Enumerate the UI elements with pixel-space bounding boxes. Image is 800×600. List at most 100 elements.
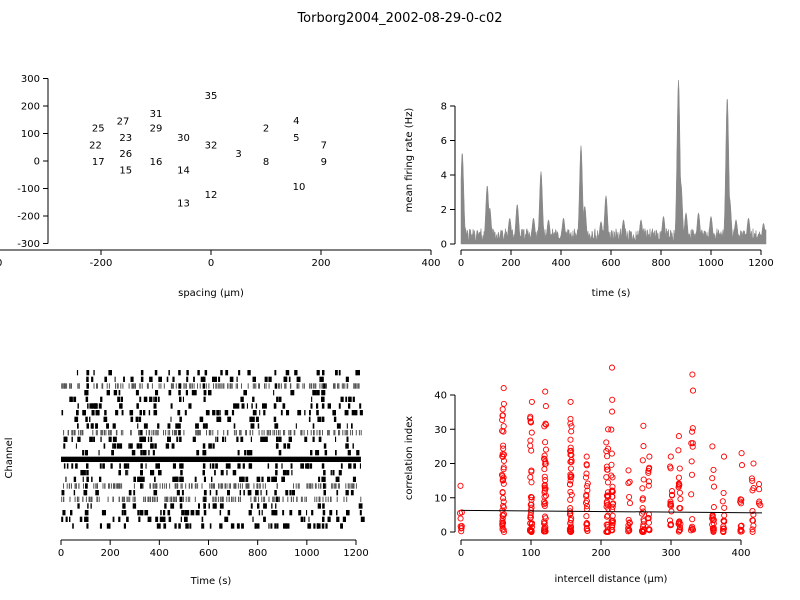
raster-spike — [263, 430, 265, 436]
raster-spike — [91, 476, 93, 482]
raster-spike — [281, 463, 283, 469]
correlation-point — [626, 493, 633, 501]
raster-spike — [274, 430, 276, 436]
raster-spike — [159, 483, 161, 489]
raster-spike — [348, 463, 352, 469]
raster-spike — [356, 383, 358, 389]
raster-spike — [117, 396, 121, 402]
raster-spike — [345, 483, 347, 489]
raster-spike — [237, 463, 241, 469]
raster-spike — [119, 463, 121, 469]
raster-burst-spike — [322, 370, 325, 376]
raster-spike — [79, 516, 83, 522]
raster-spike — [249, 416, 252, 422]
raster-spike — [274, 370, 277, 376]
raster-spike — [301, 496, 303, 502]
raster-spike — [337, 383, 338, 389]
raster-spike — [167, 510, 171, 516]
raster-spike — [118, 516, 121, 522]
raster-spike — [198, 430, 199, 436]
p2-x-tick-label: 800 — [651, 258, 670, 269]
raster-burst-spike — [85, 483, 88, 489]
raster-spike — [145, 430, 147, 436]
raster-spike — [282, 403, 285, 409]
raster-spike — [268, 523, 270, 529]
raster-spike — [301, 430, 303, 436]
raster-spike — [260, 436, 264, 442]
raster-spike — [235, 496, 237, 502]
raster-spike — [279, 496, 280, 502]
p4-x-tick-label: 100 — [521, 548, 540, 559]
raster-burst-spike — [86, 383, 89, 389]
raster-spike — [338, 470, 341, 476]
correlation-point — [528, 467, 535, 474]
raster-spike — [139, 396, 142, 402]
raster-spike — [119, 483, 121, 489]
raster-spike — [343, 496, 345, 502]
raster-spike — [199, 430, 201, 436]
raster-spike — [191, 383, 193, 389]
correlation-point — [676, 524, 684, 531]
raster-spike — [227, 416, 232, 422]
raster-spike — [278, 396, 282, 402]
correlation-point — [568, 451, 575, 459]
raster-spike — [248, 483, 250, 489]
correlation-point — [542, 439, 549, 446]
raster-spike — [136, 403, 139, 409]
correlation-point — [528, 504, 535, 511]
raster-spike — [307, 463, 310, 469]
raster-spike — [113, 483, 115, 489]
raster-spike — [347, 430, 349, 436]
correlation-point — [688, 440, 695, 447]
panel-electrode-layout: spacing (µm) -400 -200 0 200 400 -300 -200 -100… — [0, 74, 441, 299]
correlation-point — [500, 495, 507, 502]
raster-spike — [171, 383, 173, 389]
raster-spike — [157, 396, 160, 402]
raster-spike — [198, 503, 200, 509]
raster-spike — [344, 383, 346, 389]
raster-spike — [258, 496, 259, 502]
correlation-point — [677, 495, 684, 503]
raster-burst-spike — [322, 503, 325, 509]
raster-spike — [155, 463, 160, 469]
raster-spike — [298, 510, 302, 516]
raster-spike — [222, 436, 225, 442]
raster-spike — [212, 503, 216, 509]
raster-spike — [110, 483, 112, 489]
raster-spike — [345, 490, 349, 496]
raster-spike — [245, 483, 247, 489]
raster-spike — [214, 503, 217, 509]
raster-spike — [136, 443, 139, 449]
raster-spike — [230, 523, 235, 529]
raster-spike — [215, 463, 218, 469]
raster-spike — [120, 403, 123, 409]
raster-spike — [272, 430, 274, 436]
raster-spike — [253, 496, 255, 502]
raster-spike — [310, 430, 312, 436]
correlation-point — [603, 513, 611, 520]
raster-spike — [257, 423, 260, 429]
raster-spike — [123, 496, 125, 502]
raster-spike — [96, 410, 100, 416]
correlation-point — [567, 420, 574, 427]
raster-spike — [267, 463, 270, 469]
raster-spike — [270, 523, 273, 529]
raster-spike — [77, 423, 79, 429]
raster-spike — [95, 430, 97, 436]
raster-spike — [268, 383, 270, 389]
correlation-point — [500, 451, 508, 458]
raster-spike — [235, 403, 240, 409]
correlation-point — [609, 408, 616, 415]
raster-spike — [239, 490, 241, 496]
raster-spike — [77, 503, 80, 509]
correlation-point — [750, 511, 757, 518]
raster-spike — [130, 430, 132, 436]
raster-spike — [339, 430, 341, 436]
raster-spike — [208, 430, 210, 436]
raster-spike — [352, 483, 354, 489]
p2-y-tick-label: 0 — [441, 240, 447, 251]
raster-spike — [174, 523, 177, 529]
raster-burst-spike — [202, 383, 206, 389]
correlation-point — [568, 472, 575, 479]
raster-spike — [263, 496, 265, 502]
